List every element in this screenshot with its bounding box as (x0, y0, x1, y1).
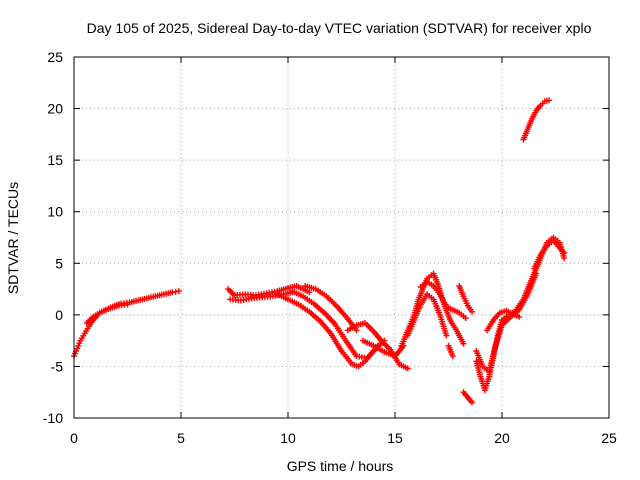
y-tick-label: 10 (47, 204, 63, 220)
series-arc-5c (417, 278, 469, 321)
y-tick-label: 0 (55, 307, 63, 323)
series-arc-6 (460, 389, 475, 406)
data-points (71, 97, 568, 406)
y-tick-label: 15 (47, 152, 63, 168)
x-tick-label: 0 (70, 430, 78, 446)
data-point (404, 365, 411, 372)
x-tick-label: 10 (280, 430, 296, 446)
data-point (353, 327, 360, 334)
data-point (124, 301, 131, 308)
x-tick-label: 5 (177, 430, 185, 446)
series-arc-7c (484, 307, 523, 334)
data-point (462, 315, 469, 321)
series-arc-3c (302, 283, 360, 334)
axis-ticks: 0 5 10 15 20 25 -10 -5 0 5 10 15 20 25 (43, 49, 617, 446)
y-axis-label: SDTVAR / TECUs (5, 182, 21, 294)
series-arc-5d (456, 283, 475, 315)
series-arc-1b (83, 301, 131, 327)
series-arc-7d (531, 237, 568, 272)
data-point (533, 270, 540, 277)
x-axis-label: GPS time / hours (287, 458, 394, 474)
y-tick-label: 25 (47, 49, 63, 65)
y-tick-label: 20 (47, 101, 63, 117)
data-point (443, 332, 450, 339)
grid (74, 57, 609, 418)
data-point (561, 255, 568, 262)
x-tick-label: 20 (494, 430, 510, 446)
series-arc-2 (225, 283, 313, 299)
data-point (561, 250, 568, 256)
x-tick-label: 15 (387, 430, 403, 446)
series-arc-5 (398, 270, 467, 349)
chart-title: Day 105 of 2025, Sidereal Day-to-day VTE… (87, 20, 592, 36)
y-tick-label: -5 (51, 358, 64, 374)
data-point (469, 308, 475, 315)
series-arc-5b (404, 291, 450, 339)
series-arc-7b (473, 270, 540, 375)
data-point (460, 340, 467, 347)
data-point (516, 313, 523, 320)
data-point (449, 353, 456, 360)
y-tick-label: -10 (43, 410, 63, 426)
y-tick-label: 5 (55, 255, 63, 271)
plot-frame (73, 56, 610, 419)
data-point (546, 97, 553, 104)
series-arc-8 (520, 97, 553, 143)
series-arc-4b (359, 337, 407, 360)
series-arc-3b (289, 288, 381, 362)
x-tick-label: 25 (601, 430, 617, 446)
data-point (469, 399, 475, 406)
series-arc-5e (445, 342, 456, 360)
data-point (175, 288, 182, 295)
